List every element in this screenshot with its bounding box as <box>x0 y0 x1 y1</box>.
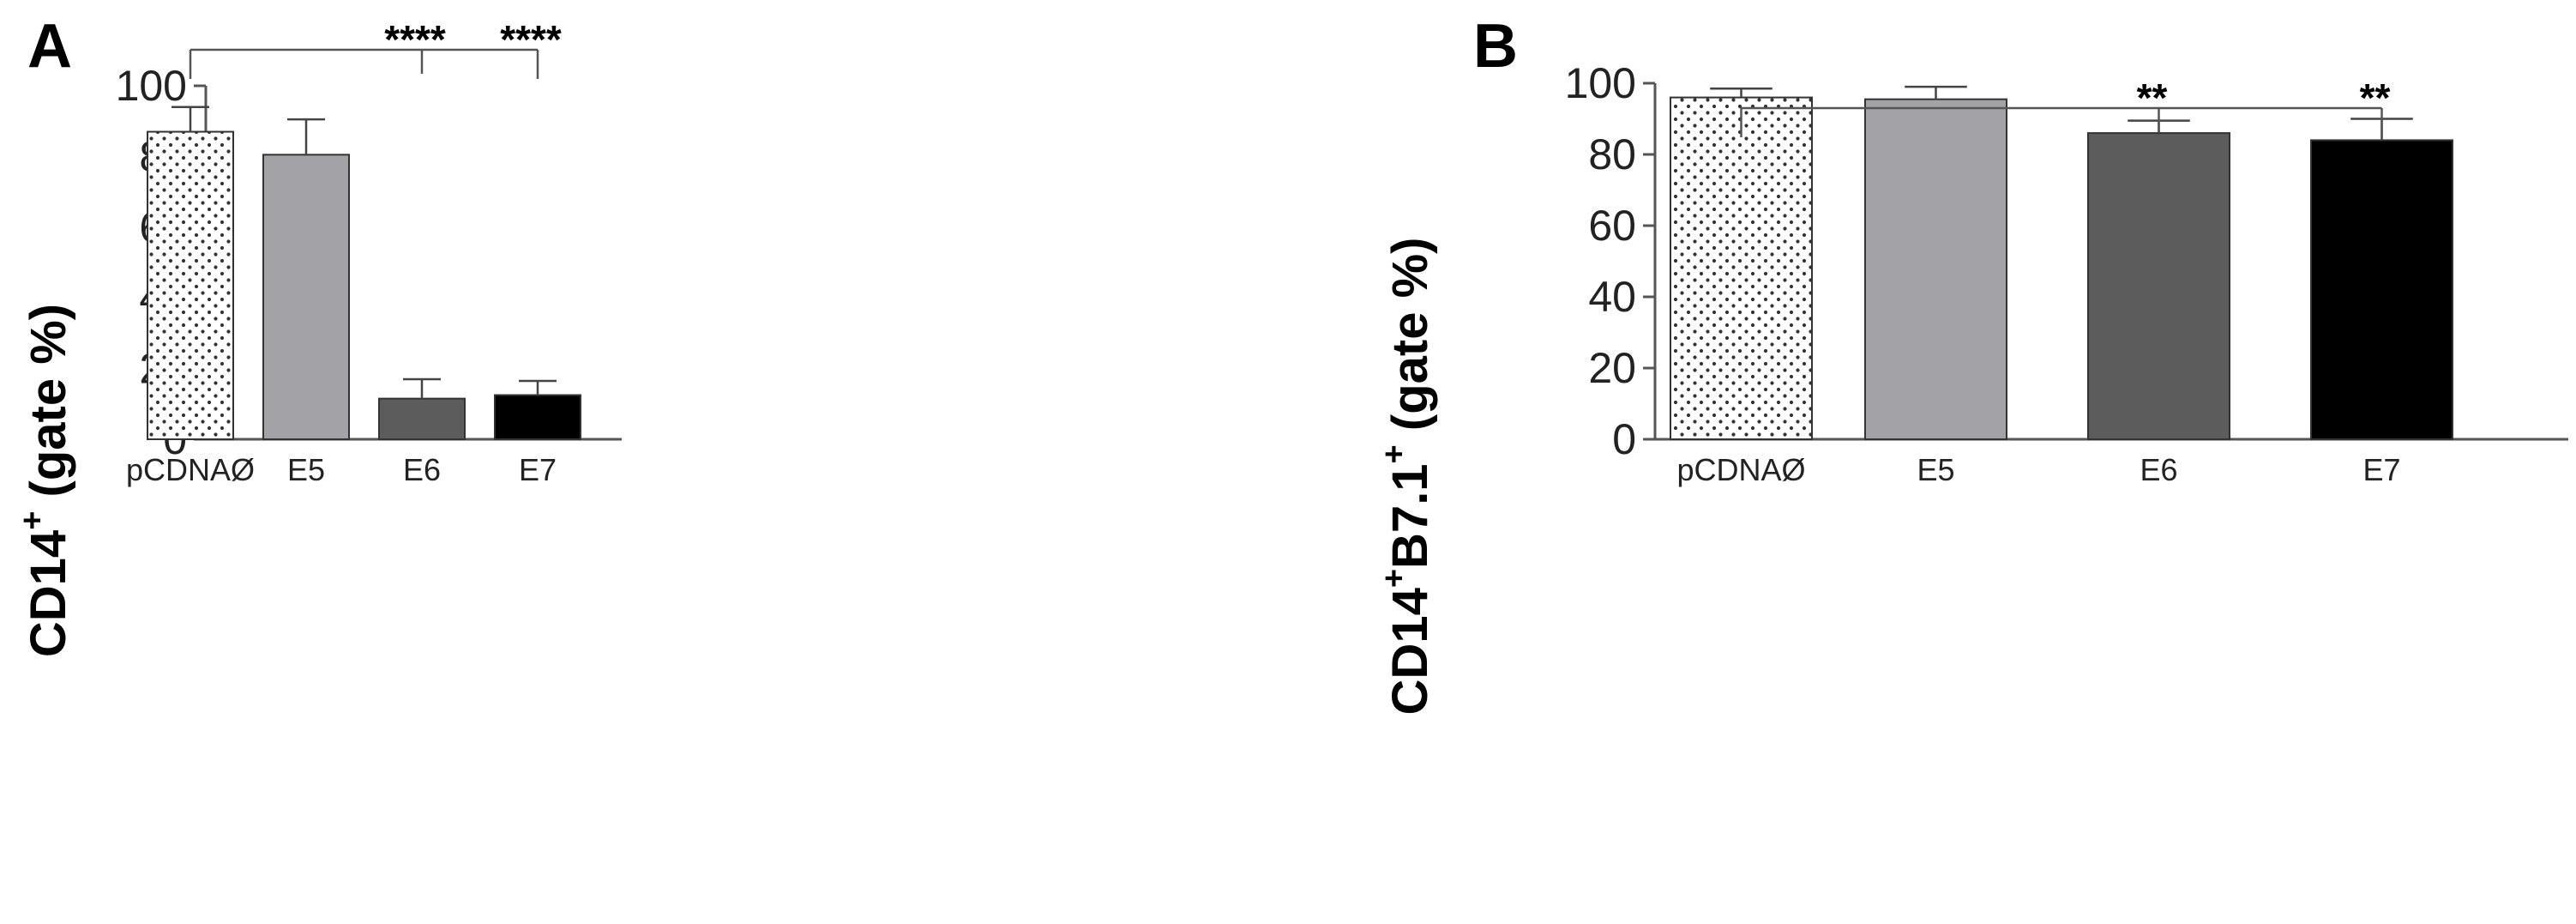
panel-b-category-label: E6 <box>2140 452 2177 487</box>
panel-b-bar-e7 <box>2310 139 2453 440</box>
panel-a-category-label: E5 <box>287 452 325 487</box>
panel-b-y-tick-label: 20 <box>1588 344 1636 392</box>
panel-b-category-label: E5 <box>1917 452 1954 487</box>
panel-a-significance-label: **** <box>384 17 446 62</box>
panel-b-bar-e6 <box>2087 132 2230 440</box>
panel-b-significance-label: ** <box>2360 75 2391 120</box>
panel-a-category-label: E7 <box>519 452 557 487</box>
panel-b-bar-pcdna <box>1670 96 1813 440</box>
panel-b-category-label: pCDNAØ <box>1676 452 1805 487</box>
panel-b-y-tick-label: 100 <box>1565 59 1636 107</box>
panel-b-y-tick-label: 40 <box>1588 273 1636 321</box>
panel-b-significance-label: ** <box>2137 75 2168 120</box>
panel-a-category-label: pCDNAØ <box>126 452 255 487</box>
panel-b-y-tick-label: 80 <box>1588 130 1636 178</box>
panel-b-significance: ** ** <box>1740 75 2391 137</box>
panel-a-letter: A <box>27 12 72 81</box>
panel-b-letter: B <box>1473 12 1518 81</box>
panel-a-significance-label: **** <box>500 17 562 62</box>
panel-a-bar-e5 <box>262 154 350 440</box>
panel-a-category-label: E6 <box>403 452 441 487</box>
panel-b-axes: 0 20 40 60 80 100 pCDNAØ E5 E6 E7 <box>1565 59 2568 487</box>
panel-b-y-tick-label: 0 <box>1612 415 1636 463</box>
panel-a-y-tick-label: 100 <box>116 62 187 110</box>
panel-b: B CD14+B7.1+ (gate %) 0 20 40 60 80 100 pCDNAØ… <box>1376 12 2568 715</box>
panel-a-significance: **** **** <box>189 17 562 79</box>
panel-b-bars <box>1670 85 2453 441</box>
panel-a-bars <box>147 106 581 440</box>
panel-b-category-label: E7 <box>2362 452 2400 487</box>
panel-b-bar-e5 <box>1864 98 2007 441</box>
panel-b-y-tick-label: 60 <box>1588 202 1636 250</box>
panel-a: A CD14+ (gate %) 020406080100pCDNAØE5E6E… <box>15 12 622 657</box>
panel-b-y-axis-label: CD14+B7.1+ (gate %) <box>1376 238 1438 716</box>
panel-a-y-axis-label: CD14+ (gate %) <box>15 304 76 657</box>
panel-a-bar-e7 <box>494 394 581 440</box>
panel-a-bar-pcdna <box>147 130 234 440</box>
panel-a-bar-e6 <box>378 397 466 440</box>
